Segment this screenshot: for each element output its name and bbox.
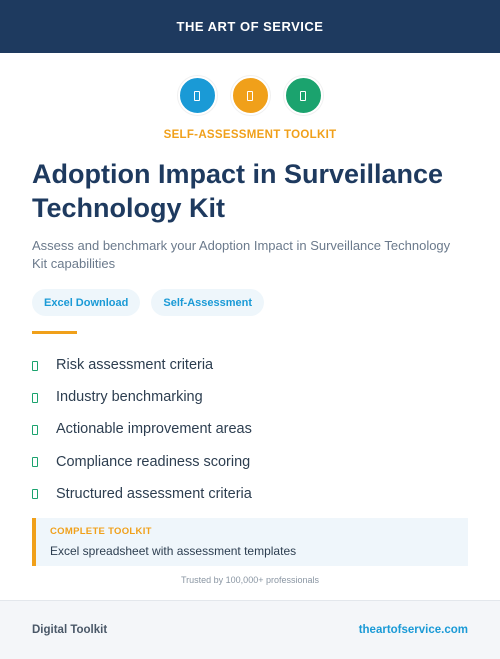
check-icon bbox=[32, 392, 38, 403]
feature-label: Structured assessment criteria bbox=[56, 485, 252, 502]
header-bar: THE ART OF SERVICE bbox=[0, 0, 500, 53]
feature-label: Industry benchmarking bbox=[56, 389, 203, 406]
check-icon bbox=[32, 424, 38, 435]
check-icon bbox=[32, 457, 38, 468]
footer-bar: Digital Toolkit theartofservice.com bbox=[0, 600, 500, 659]
check-icon bbox=[32, 489, 38, 500]
accent-divider bbox=[32, 331, 77, 334]
feature-item: Compliance readiness scoring bbox=[32, 446, 252, 478]
tag-excel-download: Excel Download bbox=[32, 289, 141, 316]
feature-list: Risk assessment criteria Industry benchm… bbox=[32, 349, 252, 510]
kicker-label: SELF-ASSESSMENT TOOLKIT bbox=[163, 129, 337, 141]
document-icon bbox=[230, 76, 270, 115]
icon-row bbox=[0, 76, 500, 115]
check-icon bbox=[32, 360, 38, 371]
document-icon bbox=[177, 76, 217, 115]
feature-label: Actionable improvement areas bbox=[56, 421, 252, 438]
callout-text: Excel spreadsheet with assessment templa… bbox=[50, 544, 297, 558]
feature-item: Structured assessment criteria bbox=[32, 478, 252, 510]
tag-list: Excel Download Self-Assessment bbox=[32, 289, 265, 316]
footer-label: Digital Toolkit bbox=[32, 624, 108, 636]
feature-label: Risk assessment criteria bbox=[56, 357, 214, 374]
callout-label: COMPLETE TOOLKIT bbox=[50, 526, 152, 537]
document-icon bbox=[283, 76, 323, 115]
website-link[interactable]: theartofservice.com bbox=[358, 624, 468, 636]
brand-title: THE ART OF SERVICE bbox=[176, 19, 324, 34]
feature-label: Compliance readiness scoring bbox=[56, 453, 251, 470]
tag-self-assessment: Self-Assessment bbox=[151, 289, 265, 316]
page-title: Adoption Impact in Surveillance Technolo… bbox=[32, 159, 444, 223]
feature-item: Industry benchmarking bbox=[32, 381, 252, 413]
toolkit-callout: COMPLETE TOOLKIT Excel spreadsheet with … bbox=[32, 518, 468, 566]
page-subtitle: Assess and benchmark your Adoption Impac… bbox=[32, 238, 451, 271]
feature-item: Actionable improvement areas bbox=[32, 413, 252, 445]
feature-item: Risk assessment criteria bbox=[32, 349, 252, 381]
trust-note: Trusted by 100,000+ professionals bbox=[180, 575, 319, 585]
